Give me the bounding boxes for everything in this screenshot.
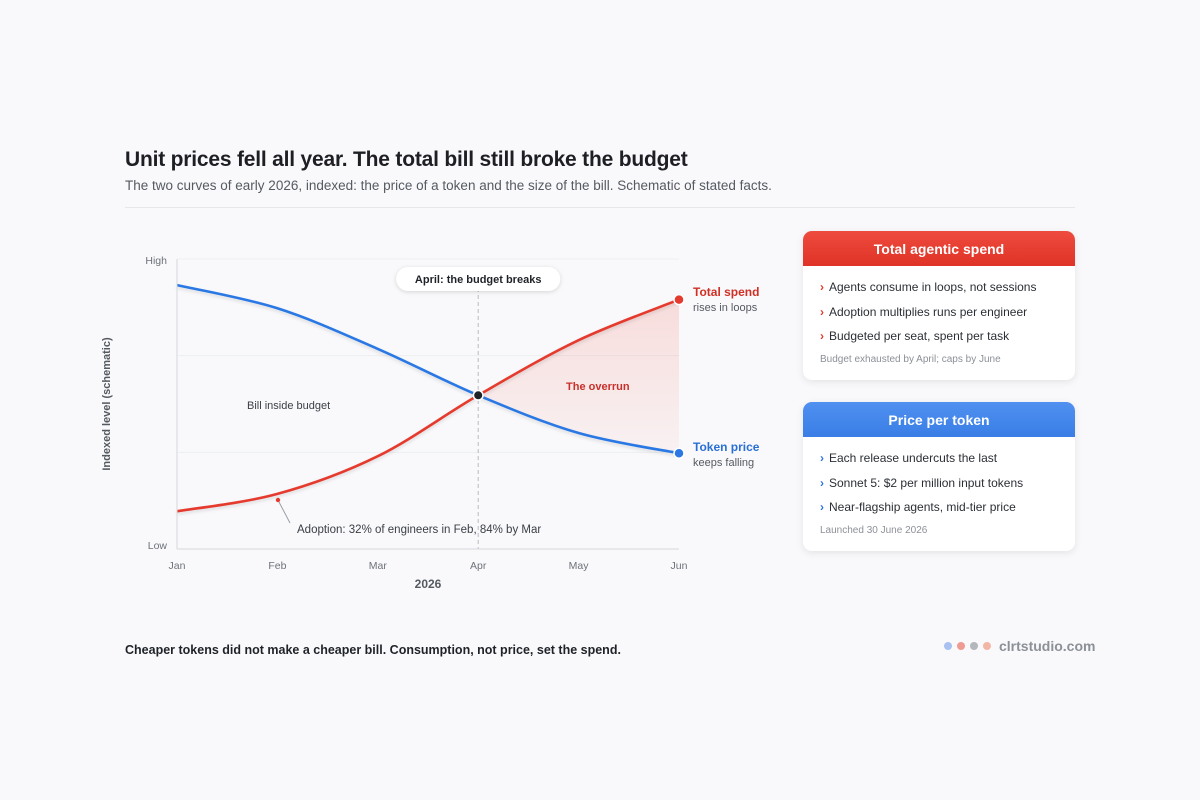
price-series-sublabel: keeps falling [693,457,754,469]
card-item-text: Each release undercuts the last [829,451,998,465]
y-tick-high: High [145,255,167,267]
x-tick-label: Jan [169,560,186,572]
crossing-point [472,389,484,401]
adoption-callout-dot [275,497,281,503]
spend-series-sublabel: rises in loops [693,302,758,314]
x-tick-label: Feb [268,560,286,572]
brand-name[interactable]: clrtstudio.com [999,638,1096,654]
total-spend-card: Total agentic spend › Agents consume in l… [803,231,1075,380]
region-after-label: The overrun [566,381,630,393]
brand-dot [983,642,991,650]
brand-dot [957,642,965,650]
chevron-right-icon: › [820,451,824,465]
token-price-line [176,283,680,455]
footer-takeaway: Cheaper tokens did not make a cheaper bi… [125,643,621,657]
card-list-item: › Sonnet 5: $2 per million input tokens [820,476,1059,501]
x-tick-label: Mar [369,560,388,572]
token-price-end-point [673,447,685,460]
page-subtitle: The two curves of early 2026, indexed: t… [125,178,772,193]
y-axis-label: Indexed level (schematic) [101,337,113,471]
card-list-item: › Budgeted per seat, spent per task [820,329,1059,354]
card-list-item: › Agents consume in loops, not sessions [820,280,1059,305]
card-list-item: › Each release undercuts the last [820,451,1059,476]
chevron-right-icon: › [820,475,824,490]
card-item-text: Budgeted per seat, spent per task [829,329,1010,343]
y-tick-low: Low [148,540,168,552]
total-spend-line [176,298,680,513]
card-item-text: Sonnet 5: $2 per million input tokens [829,475,1024,490]
header-divider [125,207,1075,208]
total-spend-end-point [673,293,685,306]
card-note: Budget exhausted by April; caps by June [820,353,1001,365]
total-spend-card-title: Total agentic spend [803,231,1075,266]
chevron-right-icon: › [820,500,824,514]
region-before-label: Bill inside budget [247,400,330,412]
token-price-card: Price per token › Each release undercuts … [803,402,1075,551]
line-chart: April: the budget breaks Jan Feb Mar Apr May… [101,255,760,591]
card-list-item: › Near-flagship agents, mid-tier price [820,500,1059,525]
page-title: Unit prices fell all year. The total bil… [125,148,688,171]
spend-series-label: Total spend [693,285,759,299]
brand-dot [944,642,952,650]
april-marker-label [396,267,561,291]
brand-dot [970,642,978,650]
x-axis-label: 2026 [415,577,442,591]
price-series-label: Token price [693,440,760,454]
adoption-callout-line [278,501,291,524]
adoption-annotation: Adoption: 32% of engineers in Feb, 84% b… [297,524,541,536]
card-item-text: Agents consume in loops, not sessions [829,280,1037,294]
chevron-right-icon: › [820,304,824,319]
card-note: Launched 30 June 2026 [820,524,928,536]
x-tick-label: May [569,560,590,572]
x-tick-label: Apr [470,560,487,572]
card-item-text: Adoption multiplies runs per engineer [829,304,1028,319]
chevron-right-icon: › [820,329,824,343]
card-list-item: › Adoption multiplies runs per engineer [820,305,1059,330]
x-tick-label: Jun [671,560,688,572]
brand-mark: clrtstudio.com [944,638,1095,654]
token-price-card-title: Price per token [803,402,1075,437]
april-marker-text: April: the budget breaks [415,274,542,286]
chevron-right-icon: › [820,280,824,294]
card-item-text: Near-flagship agents, mid-tier price [829,500,1016,514]
